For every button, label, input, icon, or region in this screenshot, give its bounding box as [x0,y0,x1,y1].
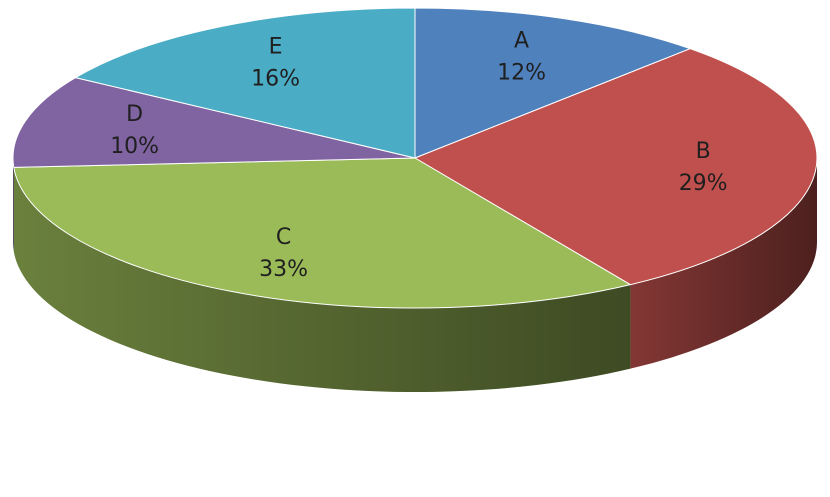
slice-value-c: 33% [259,257,308,282]
slice-value-b: 29% [679,171,728,196]
pie-slice-e [74,7,416,159]
pie-slice-d [12,77,416,168]
slice-value-d: 10% [110,134,159,159]
pie-tops [12,7,818,309]
slice-value-a: 12% [497,61,546,86]
slice-value-e: 16% [251,66,300,91]
pie-sides [13,158,817,393]
pie-slice-a [414,7,692,159]
pie-labels: A 12% B 29% C 33% D 10% E 16% [110,29,727,283]
slice-label-c: C [276,225,291,250]
pie-side-shade-d [13,158,14,252]
slice-label-b: B [696,139,711,164]
slice-label-d: D [126,102,143,127]
slice-label-a: A [514,29,529,54]
pie-slice-b [413,48,818,286]
pie-side-shade-b [630,158,817,369]
pie-side-shade-c [13,167,631,393]
pie-slice-c [13,157,632,309]
slice-label-e: E [269,34,283,59]
